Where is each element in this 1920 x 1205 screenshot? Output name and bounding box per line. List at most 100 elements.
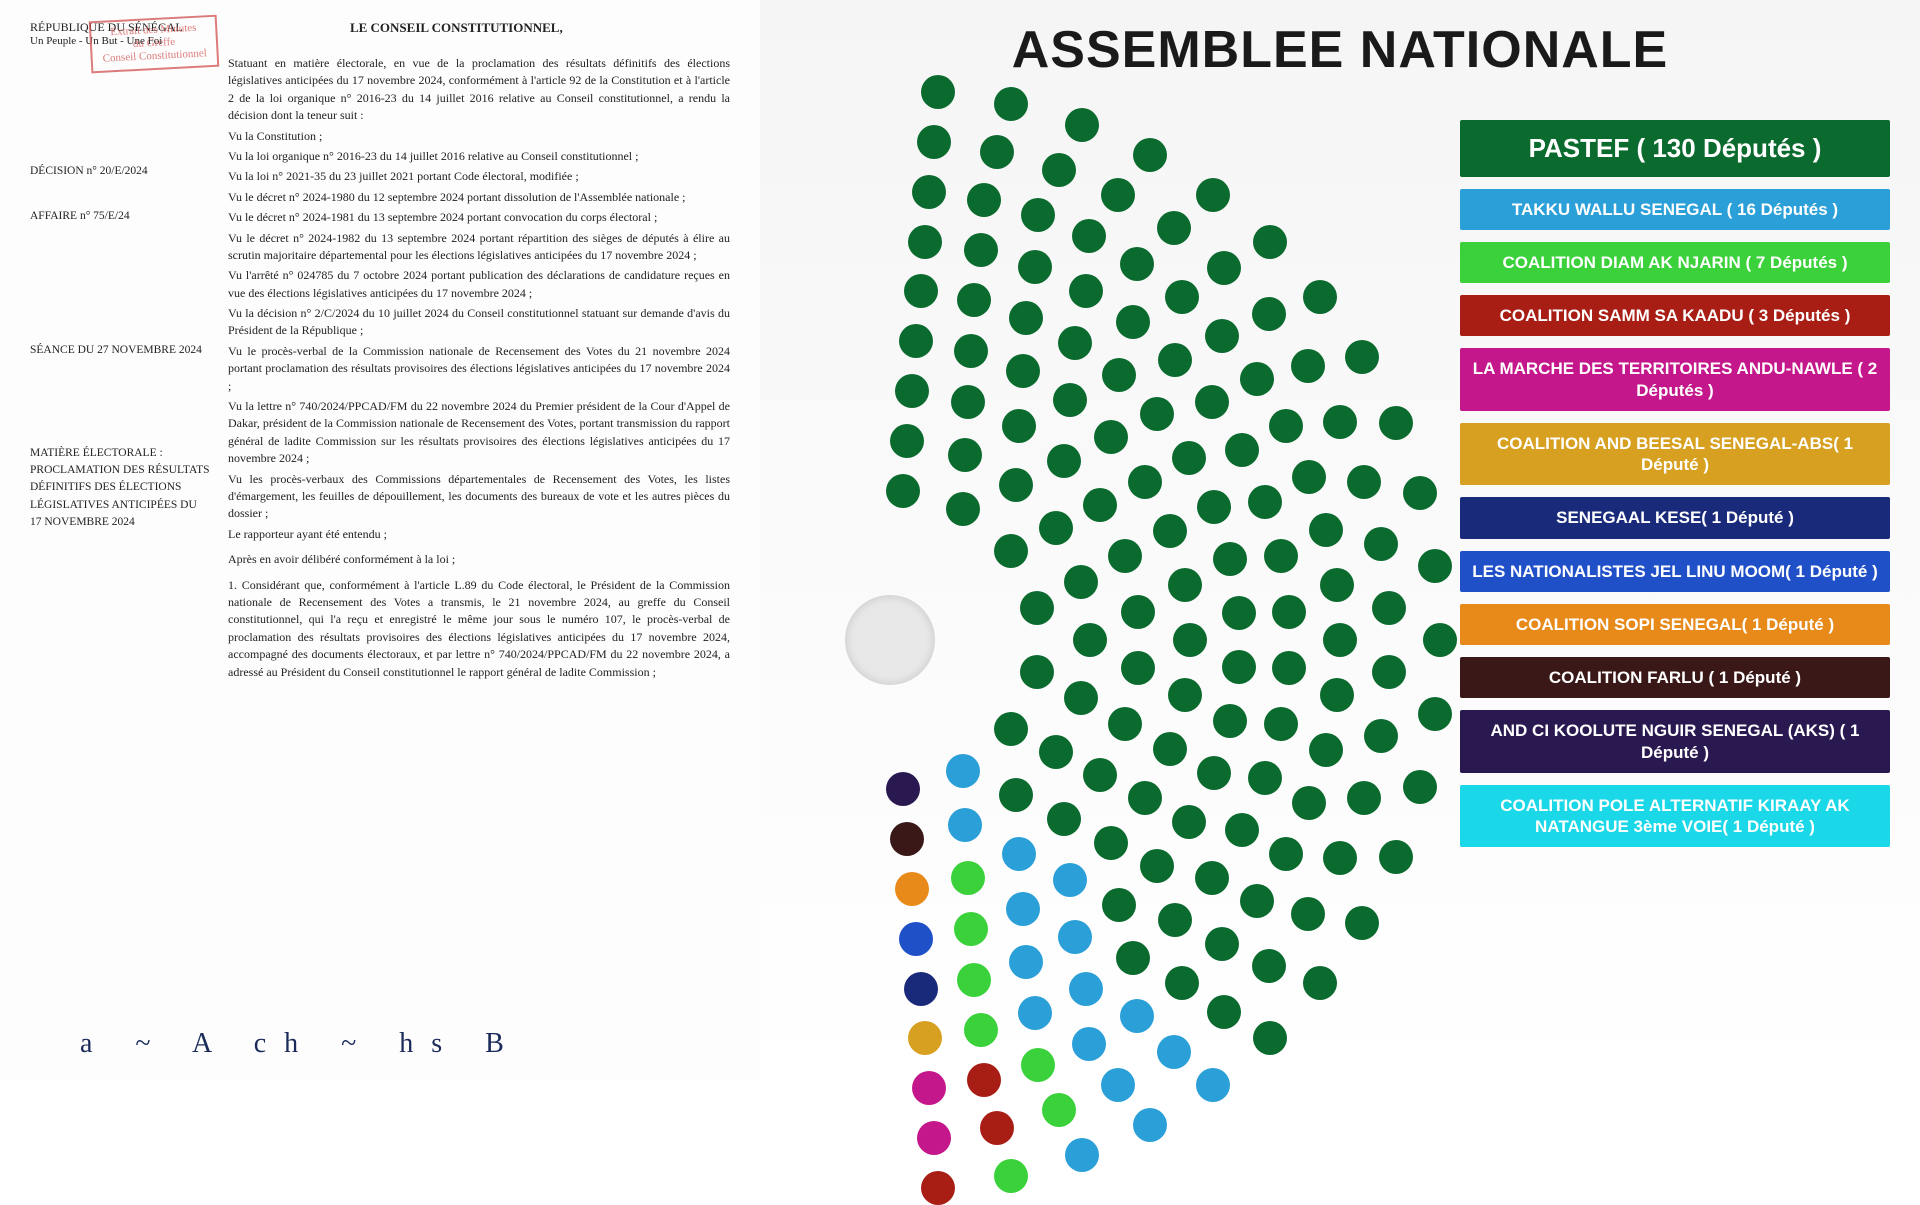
seat (994, 712, 1028, 746)
seat (1065, 1138, 1099, 1172)
seat (1292, 460, 1326, 494)
seat (1047, 802, 1081, 836)
council-title: LE CONSEIL CONSTITUTIONNEL, (183, 20, 730, 47)
party-legend: PASTEF ( 130 Députés )TAKKU WALLU SENEGA… (1460, 120, 1890, 847)
seat (980, 135, 1014, 169)
seat (1347, 465, 1381, 499)
seat (1153, 514, 1187, 548)
seat (1197, 756, 1231, 790)
seat (1225, 433, 1259, 467)
seat (1323, 841, 1357, 875)
seat (1064, 565, 1098, 599)
seat (1252, 297, 1286, 331)
seat (1195, 861, 1229, 895)
seat (1272, 651, 1306, 685)
seat (912, 175, 946, 209)
seat (1020, 655, 1054, 689)
seat (1069, 972, 1103, 1006)
assembly-title: ASSEMBLEE NATIONALE (790, 20, 1890, 80)
seat (1323, 405, 1357, 439)
seat (948, 438, 982, 472)
seat (1205, 319, 1239, 353)
seat (921, 75, 955, 109)
seat (1403, 476, 1437, 510)
seat (1309, 733, 1343, 767)
seat (1253, 225, 1287, 259)
seat (1345, 906, 1379, 940)
seat (1128, 465, 1162, 499)
seat (1222, 650, 1256, 684)
seat (1196, 1068, 1230, 1102)
seat (1252, 949, 1286, 983)
document-panel: Extrait des Minutes du Greffe Conseil Co… (0, 0, 760, 1080)
seat (946, 754, 980, 788)
seat (899, 324, 933, 358)
seat (980, 1111, 1014, 1145)
seat (1345, 340, 1379, 374)
seat (1309, 513, 1343, 547)
seat (1168, 568, 1202, 602)
seat (904, 972, 938, 1006)
seat (999, 468, 1033, 502)
seat (1165, 966, 1199, 1000)
seat (1006, 354, 1040, 388)
seat (908, 225, 942, 259)
seat (886, 474, 920, 508)
seat (1101, 178, 1135, 212)
seat (1423, 623, 1457, 657)
seat (948, 808, 982, 842)
seat (890, 822, 924, 856)
seat (1272, 595, 1306, 629)
doc-para: Vu les procès-verbaux des Commissions dé… (228, 471, 730, 523)
seat (1205, 927, 1239, 961)
seat (1303, 280, 1337, 314)
seat (994, 1159, 1028, 1193)
seat (999, 778, 1033, 812)
seat (1073, 623, 1107, 657)
seat (1021, 1048, 1055, 1082)
doc-para: Vu la loi n° 2021-35 du 23 juillet 2021 … (228, 168, 730, 185)
seat (1418, 549, 1452, 583)
seat (1323, 623, 1357, 657)
doc-para: Vu le décret n° 2024-1982 du 13 septembr… (228, 230, 730, 265)
seat (1269, 837, 1303, 871)
seat (951, 861, 985, 895)
seat (1320, 678, 1354, 712)
doc-para: Vu la lettre n° 740/2024/PPCAD/FM du 22 … (228, 398, 730, 468)
doc-body: DÉCISION n° 20/E/2024 AFFAIRE n° 75/E/24… (30, 55, 730, 684)
seat (1207, 995, 1241, 1029)
seat (1165, 280, 1199, 314)
seat (1195, 385, 1229, 419)
seat (1158, 343, 1192, 377)
seat (1240, 884, 1274, 918)
seat (1303, 966, 1337, 1000)
seat (1108, 707, 1142, 741)
seat (1102, 358, 1136, 392)
seat (1065, 108, 1099, 142)
seat (946, 492, 980, 526)
seat (1320, 568, 1354, 602)
legend-item: LA MARCHE DES TERRITOIRES ANDU-NAWLE ( 2… (1460, 348, 1890, 411)
legend-item: TAKKU WALLU SENEGAL ( 16 Députés ) (1460, 189, 1890, 230)
seat (1009, 945, 1043, 979)
legend-item: AND CI KOOLUTE NGUIR SENEGAL (AKS) ( 1 D… (1460, 710, 1890, 773)
seat (994, 534, 1028, 568)
doc-para: Après en avoir délibéré conformément à l… (228, 551, 730, 568)
matiere-label: MATIÈRE ÉLECTORALE : PROCLAMATION DES RÉ… (30, 445, 210, 531)
seat (1042, 1093, 1076, 1127)
doc-para: Vu l'arrêté n° 024785 du 7 octobre 2024 … (228, 267, 730, 302)
seat (1269, 409, 1303, 443)
seat (1072, 219, 1106, 253)
seat (908, 1021, 942, 1055)
seat (1021, 198, 1055, 232)
hemicycle-chart (750, 140, 1470, 860)
seat (1158, 903, 1192, 937)
doc-para: 1. Considérant que, conformément à l'art… (228, 577, 730, 681)
seat (1364, 719, 1398, 753)
seat (1018, 250, 1052, 284)
seat (1225, 813, 1259, 847)
seat (1053, 383, 1087, 417)
seat (1094, 420, 1128, 454)
seat (917, 1121, 951, 1155)
seat (1002, 409, 1036, 443)
